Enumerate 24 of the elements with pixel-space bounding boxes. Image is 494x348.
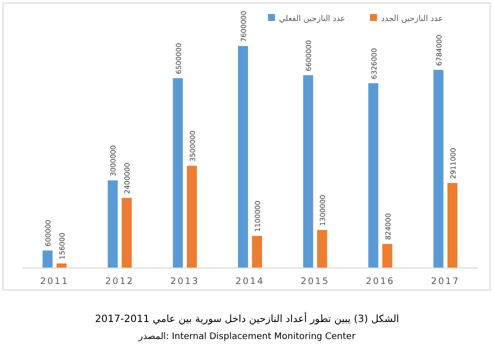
bar [172,78,183,268]
bar [447,182,458,268]
x-tick-label: 2012 [105,277,134,287]
legend-label: عدد النازحين الجدد [381,14,444,23]
bar [42,250,53,268]
bar [252,236,262,268]
bar [186,166,197,268]
text: المصدر: Internal Displacement Monitoring Center [138,332,356,342]
x-tick-label: 2015 [300,277,330,287]
x-tick-label: 2016 [366,277,395,287]
bar [368,83,378,268]
legend-label: عدد النازحين الفعلي [279,14,346,23]
x-tick-label: 2014 [236,277,264,287]
bar [303,75,314,268]
x-tick-label: 2017 [430,277,460,287]
bar [433,70,444,268]
bar [122,198,132,268]
bar [238,46,248,268]
bar [108,180,118,268]
bar [317,230,328,268]
x-tick-label: 2011 [40,277,70,287]
x-tick-label: 2013 [170,277,200,287]
text: الشكل (3) يبين تطور أعداد النازحين داخل سورية بين عامي 2011-2017 [94,312,400,325]
bar [382,244,392,268]
